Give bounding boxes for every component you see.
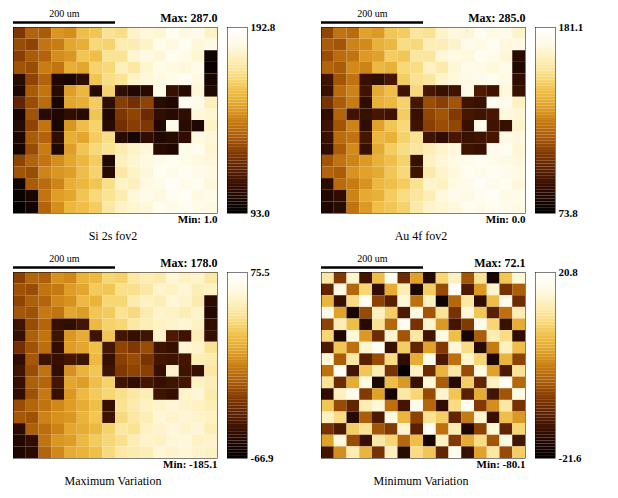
svg-text:192.8: 192.8: [251, 21, 276, 33]
html-text:Minimum Variation: Minimum Variation: [373, 474, 469, 488]
svg-text:93.0: 93.0: [251, 207, 271, 219]
svg-text:75.5: 75.5: [251, 266, 271, 278]
svg-text:Max: 178.0: Max: 178.0: [160, 256, 217, 270]
svg-text:Max: 285.0: Max: 285.0: [468, 11, 525, 25]
svg-text:200 um: 200 um: [49, 8, 80, 19]
svg-text:Max: 287.0: Max: 287.0: [160, 11, 217, 25]
svg-text:-21.6: -21.6: [559, 452, 582, 464]
svg-text:Min: -185.1: Min: -185.1: [163, 458, 217, 470]
svg-text:-66.9: -66.9: [251, 452, 274, 464]
html-text:Au 4f fov2: Au 4f fov2: [394, 229, 448, 243]
svg-text:73.8: 73.8: [559, 207, 579, 219]
svg-text:200 um: 200 um: [357, 253, 388, 264]
svg-text:200 um: 200 um: [357, 8, 388, 19]
svg-text:Min: 1.0: Min: 1.0: [178, 213, 218, 225]
svg-text:Min: -80.1: Min: -80.1: [477, 458, 526, 470]
svg-text:Max: 72.1: Max: 72.1: [474, 256, 525, 270]
svg-text:181.1: 181.1: [559, 21, 584, 33]
svg-text:200 um: 200 um: [49, 253, 80, 264]
svg-text:Min: 0.0: Min: 0.0: [486, 213, 526, 225]
html-text:Maximum Variation: Maximum Variation: [64, 474, 162, 488]
html-text:Si 2s fov2: Si 2s fov2: [88, 229, 138, 243]
svg-text:20.8: 20.8: [559, 266, 579, 278]
